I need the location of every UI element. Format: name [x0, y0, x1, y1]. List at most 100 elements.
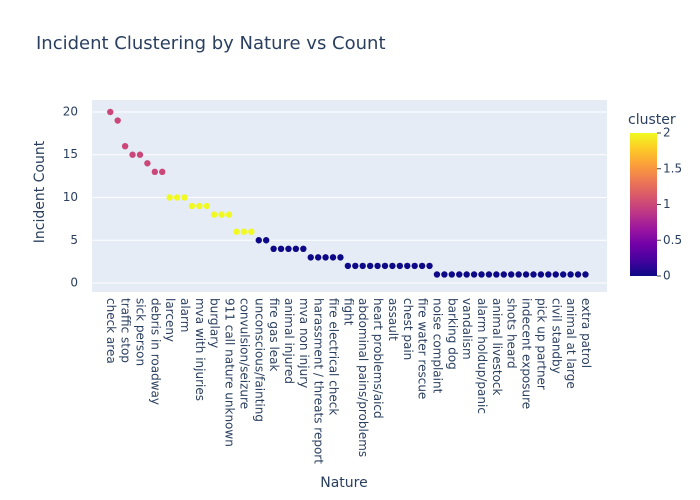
point — [225, 211, 233, 218]
point — [240, 228, 248, 235]
point — [307, 254, 314, 261]
point — [218, 211, 225, 218]
point — [270, 245, 277, 253]
point — [485, 271, 493, 278]
point — [411, 262, 418, 270]
x-tick-label: harassment / threats report — [312, 298, 326, 464]
point — [478, 271, 485, 278]
point — [188, 202, 196, 210]
point — [203, 202, 210, 210]
point — [314, 254, 322, 261]
x-tick-label: burglary — [208, 298, 222, 348]
point — [136, 151, 144, 158]
point — [211, 211, 218, 218]
point — [166, 194, 173, 201]
x-tick-label: 911 call nature unknown — [223, 298, 237, 447]
point — [374, 262, 381, 270]
x-tick-label: extra patrol — [579, 298, 593, 368]
x-tick-label: fire electrical check — [327, 298, 341, 415]
point — [366, 262, 374, 270]
colorbar-tick-label: 0.5 — [663, 233, 682, 247]
point — [396, 262, 404, 270]
point — [515, 271, 522, 278]
x-tick-label: heart problems/aicd — [371, 298, 385, 419]
point — [537, 271, 545, 278]
point — [418, 262, 426, 270]
point — [456, 271, 463, 278]
point — [292, 245, 300, 253]
point — [404, 262, 411, 270]
x-tick-label: alarm holdup/panic — [475, 298, 489, 414]
colorbar — [630, 133, 657, 276]
x-tick-label: fight — [341, 298, 355, 326]
y-tick-label: 0 — [70, 276, 78, 290]
point — [129, 151, 136, 158]
x-tick-label: larceny — [163, 298, 177, 342]
point — [173, 194, 181, 201]
point — [508, 271, 515, 278]
point — [255, 237, 262, 244]
x-tick-label: pick up partner — [534, 298, 548, 390]
x-tick-label: abdominal pains/problems — [356, 298, 370, 457]
x-tick-label: fire water rescue — [416, 298, 430, 399]
x-tick-label: sick person — [133, 298, 147, 366]
point — [493, 271, 500, 278]
x-tick-label: traffic stop — [119, 298, 133, 363]
point — [463, 271, 470, 278]
point — [196, 202, 203, 210]
point — [530, 271, 537, 278]
x-tick-label: indecent exposure — [520, 298, 534, 409]
point — [144, 160, 151, 167]
point — [344, 262, 352, 270]
x-tick-label: mva non injury — [297, 298, 311, 388]
point — [470, 271, 478, 278]
x-tick-label: fire gas leak — [267, 298, 281, 372]
point — [545, 271, 552, 278]
point — [121, 142, 129, 150]
x-tick-label: animal livestock — [490, 298, 504, 396]
point — [107, 108, 114, 116]
point — [352, 262, 359, 270]
point — [582, 271, 589, 278]
point — [448, 271, 456, 278]
point — [426, 262, 433, 270]
x-tick-label: mva with injuries — [193, 298, 207, 401]
colorbar-tick-label: 1 — [663, 197, 671, 211]
point — [233, 228, 240, 235]
point — [159, 168, 166, 176]
y-tick-label: 15 — [63, 147, 78, 161]
point — [329, 254, 337, 261]
x-tick-label: animal injured — [282, 298, 296, 384]
colorbar-tick-label: 2 — [663, 126, 671, 140]
x-tick-label: alarm — [178, 298, 192, 332]
point — [552, 271, 559, 278]
x-tick-label: barking dog — [445, 298, 459, 370]
point — [277, 245, 285, 253]
point — [381, 262, 389, 270]
point — [114, 117, 121, 124]
x-tick-label: vandalism — [460, 298, 474, 360]
x-tick-label: chest pain — [401, 298, 415, 360]
point — [248, 228, 255, 235]
point — [151, 168, 159, 176]
chart-title: Incident Clustering by Nature vs Count — [36, 33, 386, 54]
point — [567, 271, 574, 278]
x-tick-label: convulsion/seizure — [237, 298, 251, 409]
point — [181, 194, 188, 201]
point — [359, 262, 366, 270]
x-tick-label: animal at large — [564, 298, 578, 389]
colorbar-tick-label: 1.5 — [663, 161, 682, 175]
point — [262, 237, 270, 244]
x-tick-label: check area — [104, 298, 118, 364]
x-tick-label: shots heard — [505, 298, 519, 369]
point — [574, 271, 582, 278]
point — [285, 245, 292, 253]
point — [522, 271, 530, 278]
y-axis-label: Incident Count — [32, 140, 48, 243]
point — [559, 271, 567, 278]
colorbar-tick-label: 0 — [663, 269, 671, 283]
point — [337, 254, 344, 261]
point — [322, 254, 329, 261]
point — [441, 271, 448, 278]
